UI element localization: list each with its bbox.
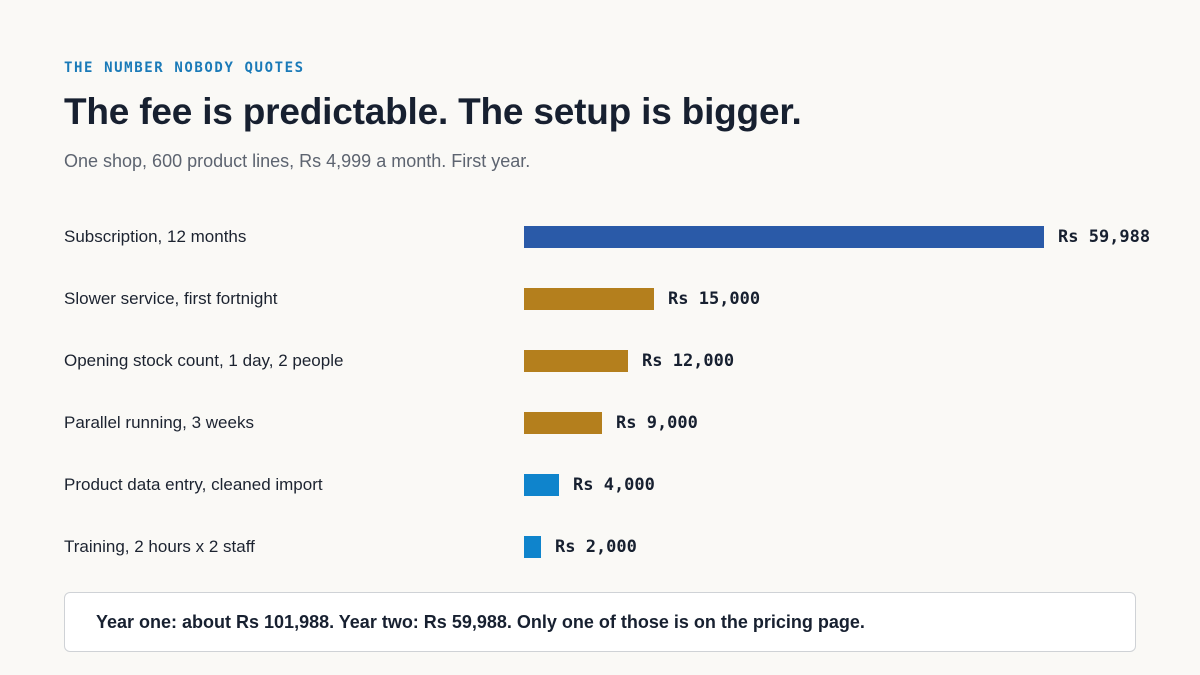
bar-category-label: Training, 2 hours x 2 staff xyxy=(64,537,255,556)
bar xyxy=(524,226,1044,248)
bar xyxy=(524,474,559,496)
bar-value-label: Rs 12,000 xyxy=(642,351,735,371)
bar xyxy=(524,288,654,310)
bar xyxy=(524,412,602,434)
bar-category-label: Slower service, first fortnight xyxy=(64,289,278,308)
bar-category-label: Opening stock count, 1 day, 2 people xyxy=(64,351,344,370)
summary-callout: Year one: about Rs 101,988. Year two: Rs… xyxy=(64,592,1136,652)
bar-category-label: Product data entry, cleaned import xyxy=(64,475,323,494)
summary-callout-text: Year one: about Rs 101,988. Year two: Rs… xyxy=(96,611,865,632)
bar-value-label: Rs 9,000 xyxy=(616,413,698,433)
bar-value-label: Rs 15,000 xyxy=(668,289,761,309)
eyebrow-label: THE NUMBER NOBODY QUOTES xyxy=(64,60,305,76)
bar xyxy=(524,350,628,372)
bar xyxy=(524,536,541,558)
bar-category-label: Parallel running, 3 weeks xyxy=(64,413,254,432)
bar-value-label: Rs 4,000 xyxy=(573,475,655,495)
bar-value-label: Rs 59,988 xyxy=(1058,227,1151,247)
bar-category-label: Subscription, 12 months xyxy=(64,227,247,246)
bar-value-label: Rs 2,000 xyxy=(555,537,637,557)
chart-title: The fee is predictable. The setup is big… xyxy=(64,91,802,132)
chart-subtitle: One shop, 600 product lines, Rs 4,999 a … xyxy=(64,151,531,171)
